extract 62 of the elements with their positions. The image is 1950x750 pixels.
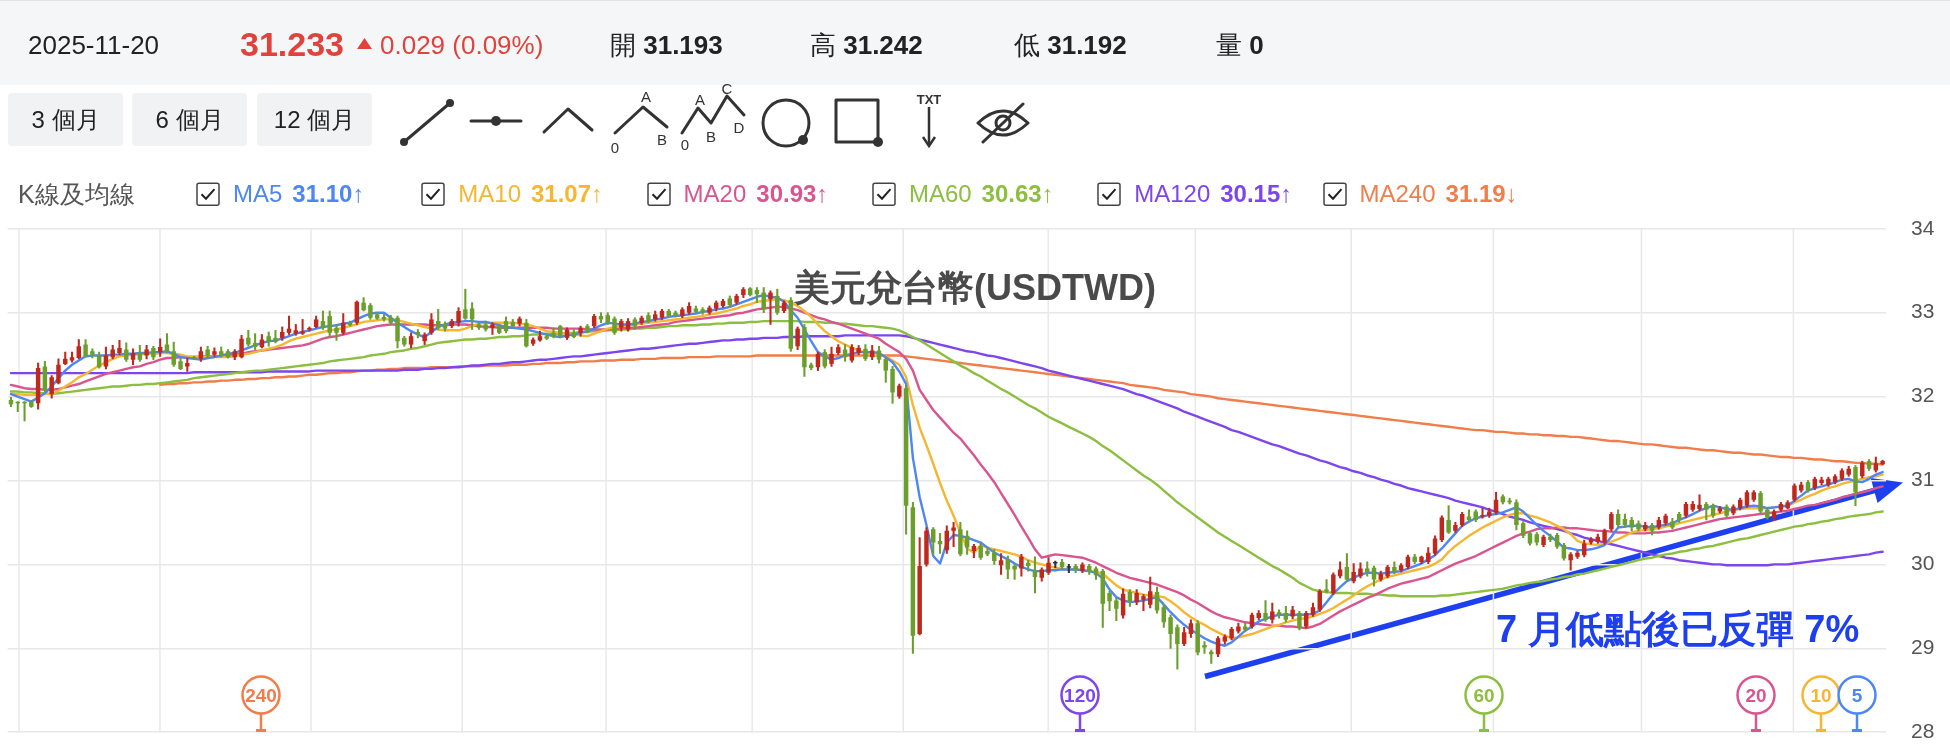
y-tick-label: 33 xyxy=(1911,299,1935,323)
candlestick xyxy=(1480,507,1485,519)
annotation: 20 xyxy=(1745,684,1767,706)
y-tick-label: 31 xyxy=(1911,467,1935,491)
candlestick xyxy=(768,290,773,325)
candlestick xyxy=(551,327,556,339)
text: MA240 xyxy=(1359,180,1436,208)
text: MA20 xyxy=(683,180,747,208)
text: 30.63↑ xyxy=(981,180,1054,208)
text: C xyxy=(721,79,733,97)
candlestick xyxy=(1202,641,1207,654)
text: A xyxy=(694,90,706,108)
text: 30.15↑ xyxy=(1220,180,1293,208)
y-tick-label: 34 xyxy=(1911,215,1935,239)
text: 31.19↓ xyxy=(1445,180,1518,208)
text: 開 31.193 xyxy=(610,30,723,61)
text: B xyxy=(656,130,668,148)
checkbox[interactable] xyxy=(196,182,220,206)
annotation: 5 xyxy=(1851,684,1863,706)
text: B xyxy=(705,127,717,145)
candlestick xyxy=(1697,494,1702,512)
text: 31.07↑ xyxy=(531,180,604,208)
checkbox[interactable] xyxy=(421,182,446,206)
annotation: 60 xyxy=(1473,684,1495,706)
candlestick xyxy=(985,547,990,557)
text: MA120 xyxy=(1134,180,1211,208)
annotation: 240 xyxy=(245,684,277,706)
text: A xyxy=(640,87,652,105)
text: MA60 xyxy=(908,180,972,208)
checkbox[interactable] xyxy=(1097,182,1122,206)
text: 31.10↑ xyxy=(292,180,365,208)
y-tick-label: 30 xyxy=(1911,551,1935,575)
candlestick xyxy=(1263,600,1268,622)
y-tick-label: 28 xyxy=(1911,719,1935,742)
text: 量 0 xyxy=(1216,30,1264,61)
text: D xyxy=(733,118,745,136)
button[interactable]: 6 個月 xyxy=(132,93,247,146)
annotation: 120 xyxy=(1064,684,1096,706)
checkbox[interactable] xyxy=(871,182,896,206)
y-tick-label: 32 xyxy=(1911,383,1935,407)
text: 高 31.242 xyxy=(810,30,923,61)
text: 2025-11-20 xyxy=(28,30,160,61)
button[interactable]: 12 個月 xyxy=(257,93,372,146)
annotation: 7 月低點後已反彈 7% xyxy=(1496,608,1860,652)
checkbox[interactable] xyxy=(646,182,671,206)
text: 30.93↑ xyxy=(756,180,829,208)
legend-title: K線及均線 xyxy=(18,179,135,209)
annotation: 10 xyxy=(1810,684,1832,706)
text: MA10 xyxy=(458,180,521,208)
text: TXT xyxy=(916,91,942,107)
checkbox[interactable] xyxy=(1322,182,1347,206)
text: 31.233 xyxy=(240,25,344,65)
text: 美元兌台幣(USDTWD) xyxy=(794,267,1156,309)
text: 0.029 (0.09%) xyxy=(380,30,544,61)
text: 0 xyxy=(610,138,620,156)
candlestick xyxy=(334,324,339,341)
candlestick xyxy=(117,340,122,355)
text: 0 xyxy=(680,135,690,153)
text: 低 31.192 xyxy=(1014,30,1127,61)
y-tick-label: 29 xyxy=(1911,635,1935,659)
text: MA5 xyxy=(233,180,283,208)
button[interactable]: 3 個月 xyxy=(8,93,123,146)
